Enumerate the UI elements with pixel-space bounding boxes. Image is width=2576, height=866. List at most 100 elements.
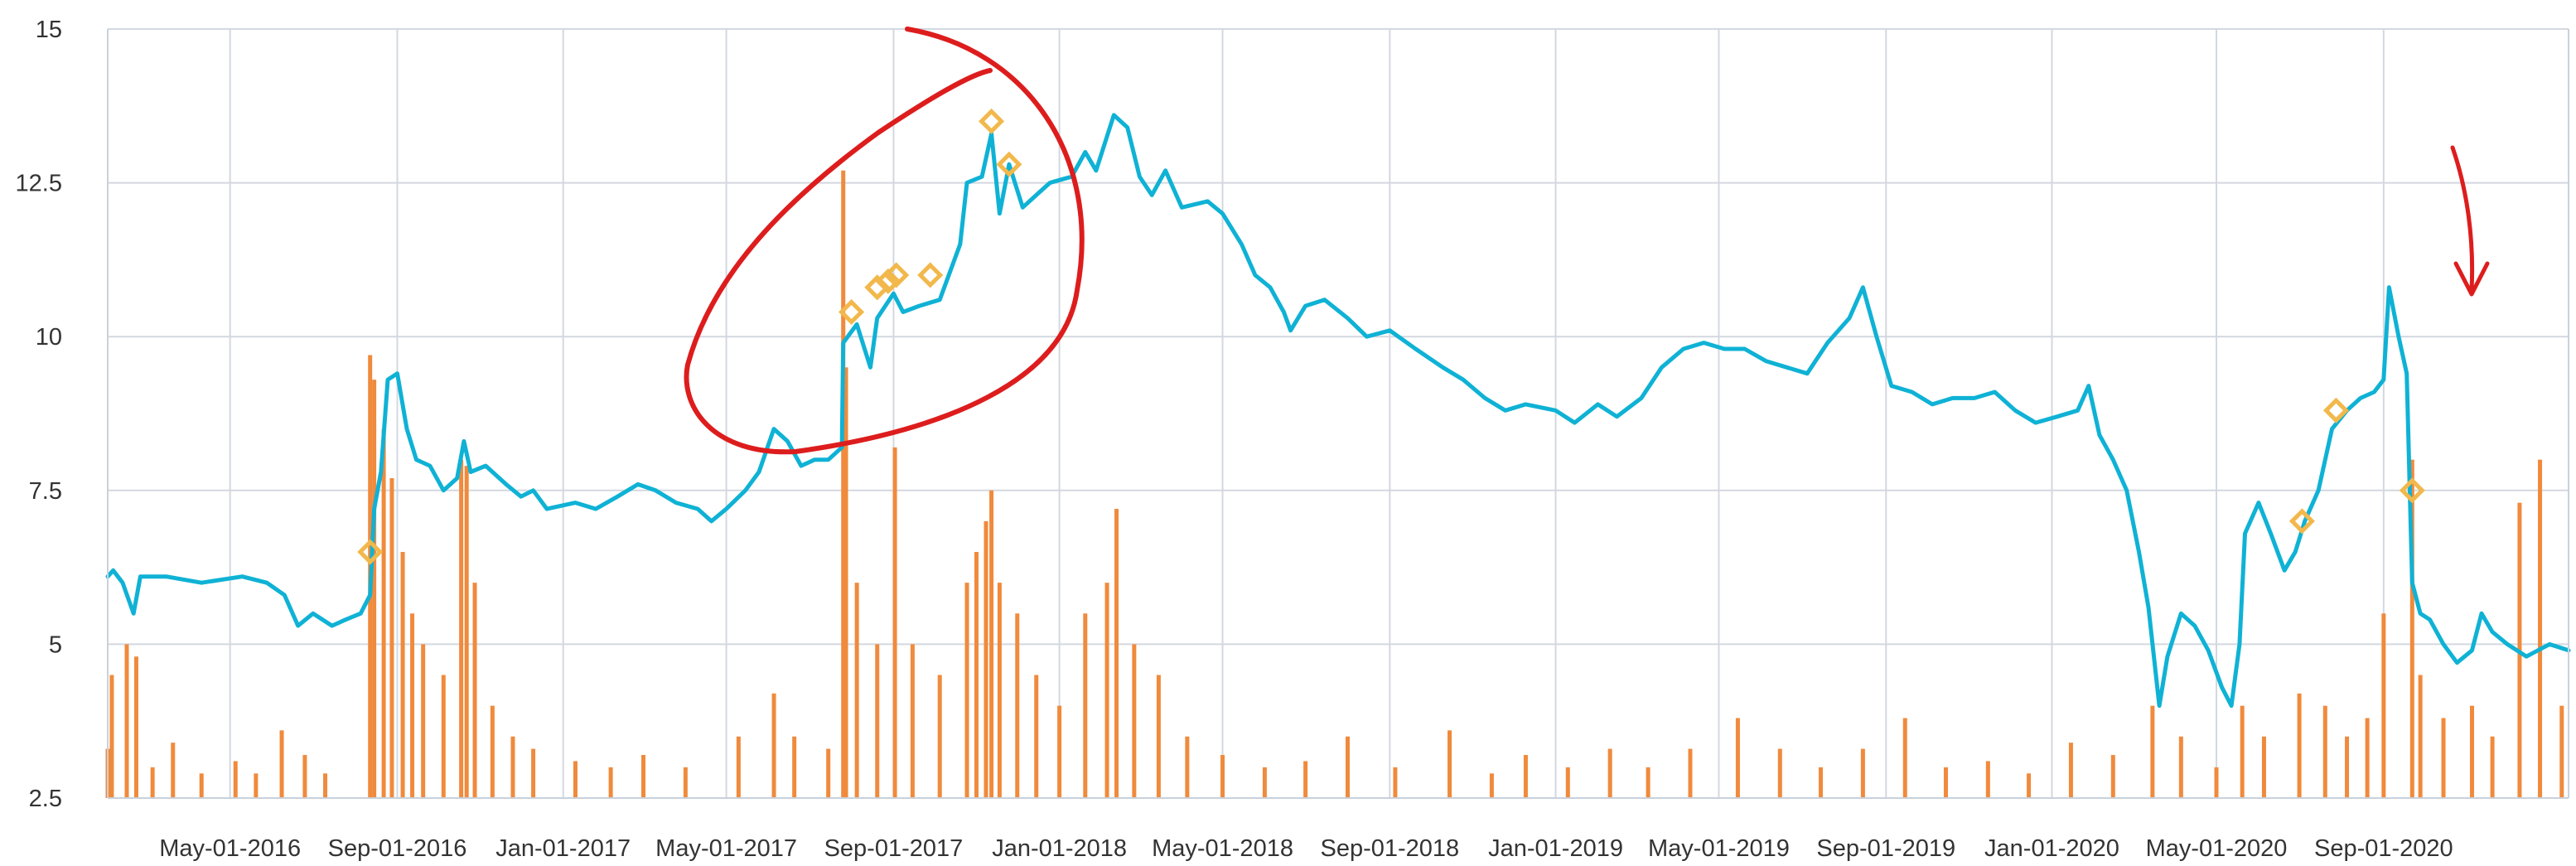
volume-bar bbox=[2322, 705, 2327, 798]
event-marker-diamond bbox=[875, 268, 901, 294]
x-tick-label: Jan-01-2019 bbox=[1488, 835, 1623, 862]
volume-bar bbox=[1132, 644, 1137, 798]
volume-bar bbox=[464, 466, 469, 798]
volume-bar bbox=[608, 767, 613, 798]
volume-bar bbox=[372, 380, 377, 798]
volume-bar bbox=[2178, 736, 2183, 798]
volume-bar bbox=[875, 644, 880, 798]
volume-bar bbox=[641, 755, 646, 798]
grid bbox=[108, 28, 2569, 799]
volume-bar bbox=[421, 644, 426, 798]
volume-bar bbox=[459, 459, 464, 798]
volume-bar bbox=[1393, 767, 1398, 798]
volume-bar bbox=[1345, 736, 1350, 798]
volume-bar bbox=[2418, 675, 2423, 798]
volume-bar bbox=[974, 552, 979, 798]
volume-bar bbox=[1902, 718, 1907, 798]
event-marker-diamond bbox=[357, 539, 384, 565]
volume-bar bbox=[964, 583, 969, 798]
y-tick-label: 2.5 bbox=[29, 786, 62, 812]
volume-bar bbox=[2538, 459, 2543, 798]
volume-bar bbox=[843, 367, 848, 798]
x-tick-label: May-01-2020 bbox=[2146, 835, 2288, 862]
volume-bar bbox=[2027, 773, 2032, 798]
volume-bar bbox=[1015, 613, 1020, 798]
volume-bar bbox=[1985, 761, 1990, 798]
event-marker-diamond bbox=[917, 262, 944, 288]
volume-bar bbox=[233, 761, 238, 798]
volume-bar bbox=[410, 613, 415, 798]
volume-bar bbox=[2409, 459, 2414, 798]
volume-bar bbox=[1220, 755, 1225, 798]
x-tick-label: May-01-2019 bbox=[1648, 835, 1790, 862]
volume-bar bbox=[1860, 748, 1865, 798]
volume-bar bbox=[1819, 767, 1824, 798]
volume-bar bbox=[1185, 736, 1190, 798]
volume-bar bbox=[892, 447, 897, 798]
volume-bar bbox=[854, 583, 859, 798]
annotation-arrow bbox=[2450, 145, 2475, 293]
volume-bar bbox=[1607, 748, 1612, 798]
volume-bar bbox=[1646, 767, 1650, 798]
volume-bar bbox=[792, 736, 797, 798]
volume-bars bbox=[105, 170, 2564, 798]
y-tick-label: 10 bbox=[36, 324, 62, 351]
volume-bar bbox=[910, 644, 915, 798]
event-marker-diamond bbox=[2288, 508, 2315, 535]
y-tick-label: 15 bbox=[36, 17, 62, 43]
volume-bar bbox=[2441, 718, 2446, 798]
volume-bar bbox=[2381, 613, 2386, 798]
volume-bar bbox=[2469, 705, 2474, 798]
annotation-circle bbox=[684, 27, 1085, 455]
volume-bar bbox=[150, 767, 155, 798]
event-marker-diamond bbox=[2322, 397, 2349, 423]
volume-bar bbox=[1034, 675, 1039, 798]
y-tick-label: 5 bbox=[49, 631, 62, 658]
x-tick-label: Sep-01-2018 bbox=[1321, 835, 1460, 862]
volume-bar bbox=[1057, 705, 1062, 798]
x-tick-label: Jan-01-2017 bbox=[495, 835, 631, 862]
volume-bar bbox=[2068, 743, 2073, 798]
volume-bar bbox=[531, 748, 536, 798]
event-marker-diamond bbox=[996, 151, 1022, 177]
volume-bar bbox=[381, 428, 386, 798]
volume-bar bbox=[109, 675, 114, 798]
volume-bar bbox=[1777, 748, 1782, 798]
event-markers bbox=[357, 108, 2425, 565]
price-line bbox=[105, 113, 2571, 709]
volume-bar bbox=[841, 170, 846, 798]
volume-bar bbox=[2365, 718, 2370, 798]
volume-bar bbox=[302, 755, 307, 798]
x-tick-label: Sep-01-2017 bbox=[824, 835, 964, 862]
volume-bar bbox=[2150, 705, 2155, 798]
volume-bar bbox=[490, 705, 495, 798]
volume-bar bbox=[2110, 755, 2115, 798]
volume-bar bbox=[441, 675, 446, 798]
volume-bar bbox=[736, 736, 741, 798]
volume-bar bbox=[1489, 773, 1494, 798]
volume-bar bbox=[2559, 705, 2564, 798]
x-tick-label: May-01-2016 bbox=[159, 835, 301, 862]
volume-bar bbox=[1104, 583, 1109, 798]
volume-bar bbox=[1688, 748, 1693, 798]
volume-bar bbox=[124, 644, 129, 798]
volume-bar bbox=[1083, 613, 1088, 798]
x-tick-label: Sep-01-2020 bbox=[2314, 835, 2453, 862]
x-tick-label: May-01-2018 bbox=[1152, 835, 1293, 862]
volume-bar bbox=[771, 693, 776, 798]
volume-bar bbox=[1114, 509, 1119, 798]
volume-bar bbox=[199, 773, 204, 798]
volume-bar bbox=[171, 743, 176, 798]
volume-bar bbox=[1943, 767, 1948, 798]
x-tick-label: Sep-01-2016 bbox=[328, 835, 467, 862]
price-series-line bbox=[105, 113, 2571, 709]
event-marker-diamond bbox=[2399, 477, 2425, 504]
y-tick-label: 7.5 bbox=[29, 478, 62, 505]
volume-bar bbox=[2490, 736, 2495, 798]
volume-bar bbox=[2240, 705, 2245, 798]
volume-bar bbox=[573, 761, 578, 798]
event-marker-diamond bbox=[979, 108, 1005, 134]
event-marker-diamond bbox=[883, 262, 910, 288]
volume-bar bbox=[683, 767, 688, 798]
